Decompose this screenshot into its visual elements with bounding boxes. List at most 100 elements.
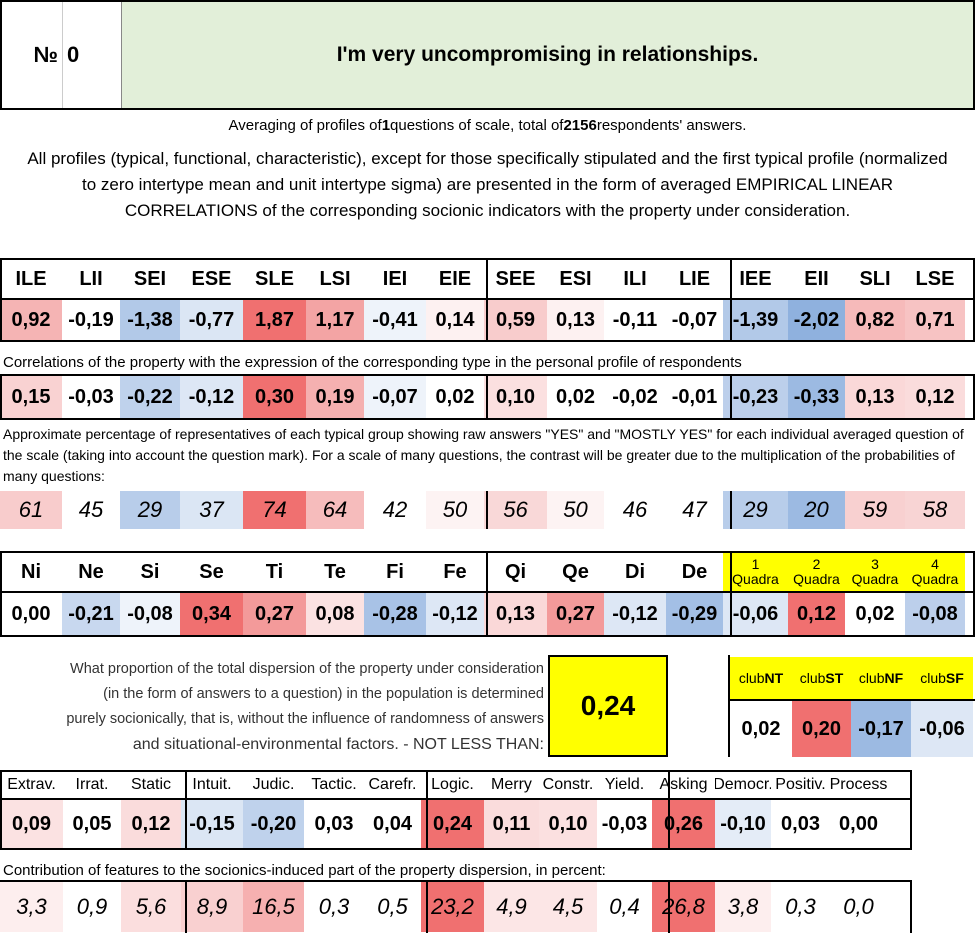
function-value-cell: 0,27 — [547, 593, 604, 635]
functions-group-divider — [486, 551, 488, 637]
type-profile-cell: -0,07 — [666, 300, 723, 340]
summary-part2: questions of scale, total of — [390, 116, 564, 134]
dispersion-text: What proportion of the total dispersion … — [40, 657, 544, 757]
types-group-divider — [0, 374, 2, 420]
feature-contribution-cell: 0,9 — [63, 882, 121, 932]
feature-header: Constr. — [542, 776, 594, 793]
type-percentage-cell: 64 — [306, 491, 364, 529]
feature-contribution-cell: 0,4 — [597, 882, 652, 932]
function-value-cell: 0,08 — [306, 593, 364, 635]
feature-contribution-cell: 0,3 — [771, 882, 830, 932]
type-header-ILI: ILI — [623, 267, 647, 290]
club-value-cell: 0,20 — [792, 701, 851, 757]
feature-contribution-cell: 0,0 — [830, 882, 887, 932]
feature-contribution-cell: 3,3 — [0, 882, 63, 932]
function-value-cell: -0,12 — [426, 593, 484, 635]
type-percentage-cell: 58 — [905, 491, 965, 529]
function-value-cell: -0,29 — [666, 593, 723, 635]
quadra-number: 4 — [931, 556, 939, 572]
quadra-label: Quadra — [732, 571, 779, 587]
summary-part1: Averaging of profiles of — [228, 116, 382, 134]
feature-header: Intuit. — [192, 776, 232, 793]
feature-value-cell: 0,05 — [63, 800, 121, 848]
club-header-SF: club SF — [911, 657, 973, 699]
type-correlation-cell: -0,02 — [604, 376, 666, 418]
types-group-divider — [730, 491, 732, 529]
feature-header: Positiv. — [775, 776, 826, 793]
type-correlation-cell: 0,30 — [243, 376, 306, 418]
function-value-cell: 0,00 — [0, 593, 62, 635]
type-correlation-cell: -0,22 — [120, 376, 180, 418]
function-header-Fi: Fi — [386, 560, 404, 583]
feature-value-cell: 0,03 — [304, 800, 364, 848]
quadra-header-1: 1 Quadra — [723, 553, 788, 591]
question-number-label: № — [33, 42, 58, 67]
feature-header: Merry — [491, 776, 532, 793]
type-profile-cell: -0,11 — [604, 300, 666, 340]
function-value-cell: 0,02 — [845, 593, 905, 635]
features-header-bottom-border — [0, 798, 912, 800]
type-correlation-cell: 0,19 — [306, 376, 364, 418]
type-header-EIE: EIE — [438, 267, 472, 290]
feature-contribution-cell: 8,9 — [181, 882, 243, 932]
function-header-Ne: Ne — [78, 560, 104, 583]
function-header-Te: Te — [324, 560, 346, 583]
type-percentage-cell: 56 — [484, 491, 547, 529]
function-header-Si: Si — [140, 560, 160, 583]
club-prefix: club — [799, 670, 826, 686]
features-group-divider — [426, 770, 428, 850]
club-value-cell: -0,06 — [911, 701, 973, 757]
type-correlation-cell: -0,12 — [180, 376, 243, 418]
clubs-left-border — [728, 655, 730, 757]
type-percentage-cell: 46 — [604, 491, 666, 529]
types-group-divider — [0, 258, 2, 342]
summary-line: Averaging of profiles of 1 questions of … — [0, 114, 975, 136]
type-percentage-cell: 59 — [845, 491, 905, 529]
feature-value-cell: 0,26 — [652, 800, 715, 848]
feature-header: Yield. — [604, 776, 645, 793]
features-group-divider — [910, 880, 912, 933]
type-header-IEE: IEE — [739, 267, 772, 290]
summary-questions: 1 — [381, 116, 391, 134]
dispersion-line-4: and situational-environmental factors. -… — [132, 736, 544, 753]
function-value-cell: 0,12 — [788, 593, 845, 635]
intro-text: All profiles (typical, functional, chara… — [27, 149, 948, 220]
club-code: ST — [825, 670, 844, 686]
clubs-header-bottom-border — [730, 699, 975, 701]
type-profile-cell: 0,82 — [845, 300, 905, 340]
function-value-cell: -0,08 — [120, 593, 180, 635]
function-value-cell: -0,08 — [905, 593, 965, 635]
type-header-SEI: SEI — [133, 267, 167, 290]
feature-value-cell: -0,15 — [181, 800, 243, 848]
type-correlation-cell: 0,12 — [905, 376, 965, 418]
type-correlation-cell: -0,23 — [723, 376, 788, 418]
type-profile-cell: -2,02 — [788, 300, 845, 340]
feature-value-cell: 0,24 — [421, 800, 484, 848]
feature-value-cell: 0,10 — [539, 800, 597, 848]
percentage-caption: Approximate percentage of representative… — [3, 426, 964, 484]
feature-header: Tactic. — [311, 776, 357, 793]
type-profile-cell: -0,41 — [364, 300, 426, 340]
function-value-cell: -0,21 — [62, 593, 120, 635]
question-title: I'm very uncompromising in relationships… — [121, 2, 973, 108]
feature-contribution-cell: 23,2 — [421, 882, 484, 932]
feature-contribution-cell: 4,9 — [484, 882, 539, 932]
features-group-divider — [185, 880, 187, 933]
type-header-LII: LII — [79, 267, 103, 290]
feature-value-cell: 0,09 — [0, 800, 63, 848]
type-profile-cell: 0,71 — [905, 300, 965, 340]
type-header-IEI: IEI — [382, 267, 408, 290]
type-percentage-cell: 50 — [426, 491, 484, 529]
type-percentage-cell: 45 — [62, 491, 120, 529]
feature-contribution-cell: 0,5 — [364, 882, 421, 932]
club-prefix: club — [738, 670, 765, 686]
dispersion-value: 0,24 — [548, 655, 668, 757]
type-correlation-cell: 0,13 — [845, 376, 905, 418]
types-group-divider — [486, 258, 488, 342]
features-group-divider — [0, 770, 2, 850]
functions-group-divider — [0, 551, 2, 637]
type-header-SLI: SLI — [859, 267, 891, 290]
club-code: NT — [764, 670, 784, 686]
function-header-Fe: Fe — [443, 560, 467, 583]
correlation-caption: Correlations of the property with the ex… — [3, 353, 742, 371]
